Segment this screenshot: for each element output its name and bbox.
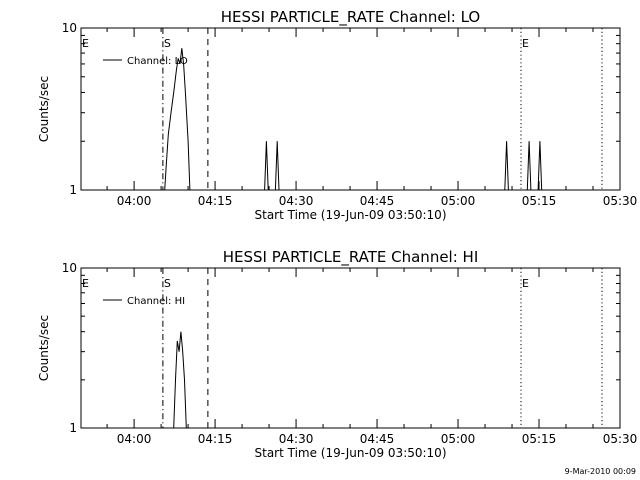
x-tick-label: 05:00 — [441, 194, 476, 208]
edge-marker: E — [82, 37, 89, 50]
y-tick-label: 1 — [69, 183, 77, 197]
x-tick-label: 04:30 — [279, 194, 314, 208]
x-tick-label: 04:45 — [360, 194, 395, 208]
y-tick-label: 10 — [62, 261, 77, 275]
x-tick-label: 05:30 — [603, 432, 638, 446]
event-marker-e: E — [522, 37, 529, 50]
x-tick-label: 04:15 — [198, 432, 233, 446]
edge-marker: E — [82, 277, 89, 290]
event-marker-e: E — [522, 277, 529, 290]
event-marker-s: S — [164, 37, 171, 50]
legend-label: Channel: HI — [127, 296, 185, 307]
y-tick-label: 1 — [69, 421, 77, 435]
x-tick-label: 04:15 — [198, 194, 233, 208]
series-line — [164, 48, 543, 191]
chart-title: HESSI PARTICLE_RATE Channel: LO — [221, 8, 480, 27]
y-tick-label: 10 — [62, 21, 77, 35]
panels: HESSI PARTICLE_RATE Channel: LO 04:00 04:1… — [37, 8, 637, 460]
x-tick-label: 04:30 — [279, 432, 314, 446]
panel-1: HESSI PARTICLE_RATE Channel: LO 04:00 04:1… — [37, 8, 637, 222]
generation-timestamp: 9-Mar-2010 00:09 — [565, 467, 636, 476]
panel-2: HESSI PARTICLE_RATE Channel: HI 04:00 04:1… — [37, 248, 637, 460]
x-tick-label: 05:15 — [522, 194, 557, 208]
x-tick-label: 04:00 — [117, 432, 152, 446]
y-axis-label: Counts/sec — [37, 315, 51, 381]
x-tick-label: 05:00 — [441, 432, 476, 446]
x-tick-label: 05:30 — [603, 194, 638, 208]
x-axis-label: Start Time (19-Jun-09 03:50:10) — [255, 208, 447, 222]
series-line — [173, 331, 187, 429]
chart-title: HESSI PARTICLE_RATE Channel: HI — [223, 248, 479, 267]
x-axis-label: Start Time (19-Jun-09 03:50:10) — [255, 446, 447, 460]
x-tick-label: 04:00 — [117, 194, 152, 208]
x-tick-label: 04:45 — [360, 432, 395, 446]
y-axis-label: Counts/sec — [37, 76, 51, 142]
legend-label: Channel: LO — [127, 56, 188, 67]
event-marker-s: S — [164, 277, 171, 290]
x-tick-label: 05:15 — [522, 432, 557, 446]
